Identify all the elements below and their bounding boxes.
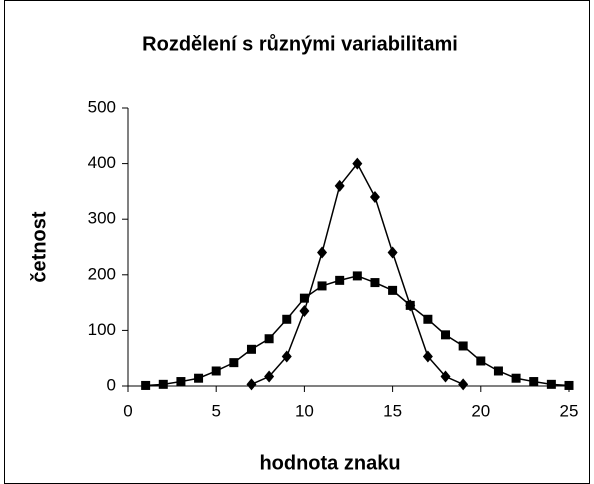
marker	[281, 350, 292, 363]
marker	[246, 378, 257, 391]
x-tick-label: 15	[383, 401, 402, 420]
marker	[282, 314, 292, 324]
marker	[564, 380, 574, 390]
marker	[246, 344, 256, 354]
marker	[422, 350, 433, 363]
marker	[370, 278, 380, 288]
marker	[493, 366, 503, 376]
marker	[299, 293, 309, 303]
marker	[476, 356, 486, 366]
marker	[211, 366, 221, 376]
marker	[229, 358, 239, 368]
marker	[176, 377, 186, 387]
marker	[334, 179, 345, 192]
marker	[369, 190, 380, 203]
y-tick-label: 200	[88, 264, 116, 283]
x-tick-label: 10	[295, 401, 314, 420]
x-tick-label: 20	[471, 401, 490, 420]
y-tick-label: 100	[88, 320, 116, 339]
y-tick-label: 300	[88, 209, 116, 228]
marker	[440, 370, 451, 383]
marker	[423, 314, 433, 324]
marker	[441, 330, 451, 340]
marker	[158, 379, 168, 389]
marker	[388, 285, 398, 295]
marker	[546, 379, 556, 389]
y-tick-label: 500	[88, 97, 116, 116]
marker	[194, 373, 204, 383]
chart-title: Rozdělení s různými variabilitami	[142, 33, 458, 55]
x-tick-label: 25	[560, 401, 579, 420]
marker	[299, 304, 310, 317]
marker	[264, 370, 275, 383]
y-tick-label: 0	[107, 375, 116, 394]
marker	[458, 378, 469, 391]
marker	[405, 300, 415, 310]
marker	[317, 281, 327, 291]
marker	[264, 334, 274, 344]
y-axis-label: četnost	[28, 211, 50, 282]
marker	[458, 341, 468, 351]
marker	[335, 275, 345, 285]
x-axis-label: hodnota znaku	[259, 452, 400, 474]
chart-border	[4, 0, 590, 484]
marker	[511, 373, 521, 383]
marker	[141, 380, 151, 390]
marker	[352, 157, 363, 170]
x-tick-label: 0	[123, 401, 132, 420]
y-tick-label: 400	[88, 153, 116, 172]
x-tick-label: 5	[211, 401, 220, 420]
marker	[317, 246, 328, 259]
marker	[387, 246, 398, 259]
marker	[352, 271, 362, 281]
marker	[529, 377, 539, 387]
